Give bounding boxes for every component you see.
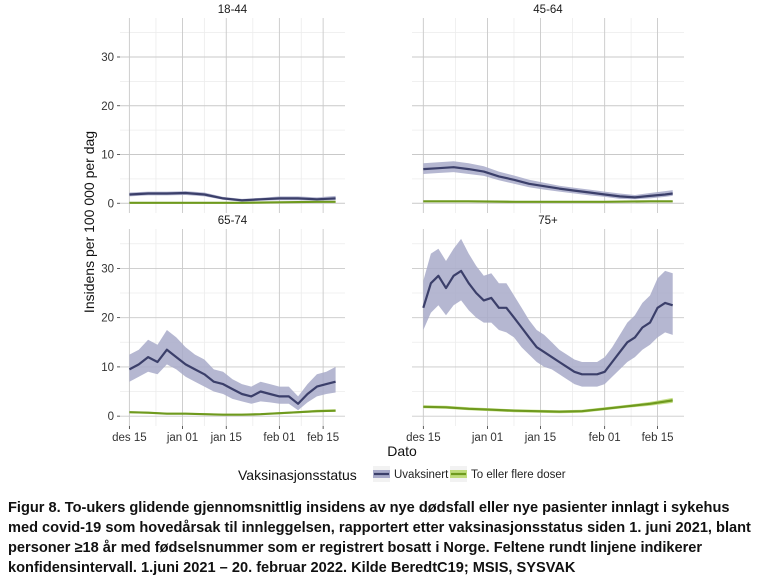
legend-label: To eller flere doser [471,469,566,481]
panel-3: 65-74 0 10 20 30 des 15 jan 01 jan 15 feb 01 feb … [101,215,345,444]
y-tick-label: 20 [101,313,114,325]
vaccinated-line [129,200,336,204]
unvaccinated-line [128,348,336,405]
x-tick-label: jan 01 [471,432,503,444]
y-tick-label: 0 [108,411,114,423]
faceted-line-chart: 18-44 0 10 20 30 45-64 65-74 0 10 20 30 des 15 jan 0… [81,4,684,483]
panel-title: 65-74 [218,215,248,227]
panel-2: 45-64 [412,4,684,213]
figure-caption: Figur 8. To-ukers glidende gjennomsnittl… [8,500,751,576]
x-tick-label: jan 15 [524,432,556,444]
x-tick-label: feb 15 [307,432,339,444]
vaccinated-line [129,409,336,416]
unvaccinated-ci-band [423,238,673,387]
panel-1: 18-44 0 10 20 30 [101,4,345,213]
x-tick-label: jan 01 [166,432,198,444]
vaccinated-line [423,200,673,203]
x-tick-label: jan 15 [210,432,242,444]
x-tick-label: des 15 [406,432,441,444]
unvaccinated-ci-band [129,330,336,411]
vaccinated-line [423,399,673,413]
unvaccinated-line [422,269,674,376]
x-tick-label: feb 01 [589,432,621,444]
y-tick-label: 0 [108,198,114,210]
y-tick-label: 30 [101,263,114,275]
panel-title: 75+ [538,215,558,227]
y-tick-label: 10 [101,362,114,374]
y-tick-label: 10 [101,150,114,162]
panel-background [412,18,684,213]
x-tick-label: feb 15 [642,432,674,444]
x-tick-label: feb 01 [263,432,295,444]
y-tick-label: 30 [101,52,114,64]
y-axis-title: Insidens per 100 000 per dag [81,131,97,313]
unvaccinated-line [129,191,336,202]
panel-title: 45-64 [533,4,563,16]
unvaccinated-ci-band [423,161,673,200]
y-tick-label: 20 [101,101,114,113]
panel-title: 18-44 [218,4,248,16]
panel-background [120,18,345,213]
panel-4: 75+ des 15 jan 01 jan 15 feb 01 feb 15 [406,215,684,444]
x-axis-title: Dato [387,443,417,459]
legend: Vaksinasjonsstatus Uvaksinert To eller fle… [238,466,566,483]
legend-label: Uvaksinert [394,469,449,481]
x-tick-label: des 15 [112,432,147,444]
legend-title: Vaksinasjonsstatus [238,467,357,483]
unvaccinated-line [423,166,673,199]
